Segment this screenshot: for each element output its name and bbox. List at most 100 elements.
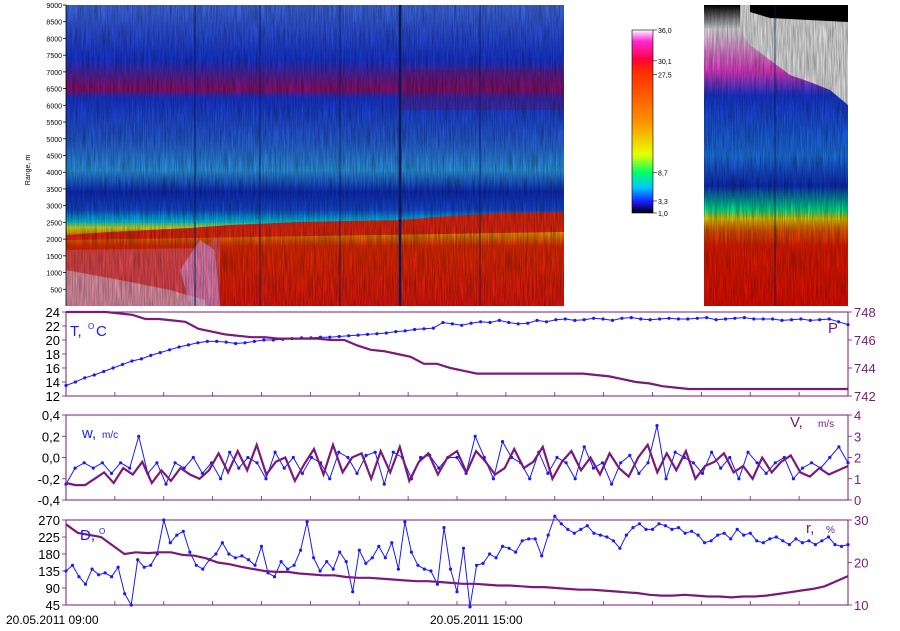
data-point <box>799 317 803 321</box>
data-point <box>761 317 765 321</box>
left-y-tick-label: 0,2 <box>42 429 60 444</box>
data-point <box>357 548 361 552</box>
data-point <box>667 316 671 320</box>
data-point <box>683 531 687 535</box>
data-point <box>592 531 596 535</box>
colorbar-label: 30,1 <box>658 59 672 66</box>
data-point <box>237 466 241 470</box>
horizontal-wind-unit: m/s <box>818 419 834 430</box>
data-point <box>520 539 524 543</box>
data-point <box>413 327 417 332</box>
series-line-right <box>65 441 849 487</box>
data-point <box>173 461 177 465</box>
data-point <box>373 450 377 454</box>
data-point <box>572 531 576 535</box>
data-point <box>544 320 549 324</box>
data-point <box>70 563 75 567</box>
data-point <box>709 539 713 543</box>
data-point <box>729 537 733 541</box>
data-point <box>155 461 159 465</box>
data-point <box>719 466 723 470</box>
data-point <box>191 455 195 460</box>
panel-vertical-horizontal-wind: 0,4 0,2 0,0 -0,2 -0,4 4 3 2 1 0 <box>38 408 862 508</box>
data-point <box>403 329 407 333</box>
lidar-y-tick-label: 1000 <box>46 271 62 278</box>
data-point <box>818 318 822 322</box>
right-y-tick-label: 4 <box>854 408 861 423</box>
data-point <box>331 567 335 571</box>
series-line-right <box>65 523 849 599</box>
left-y-tick-label: 45 <box>46 598 60 613</box>
lidar-y-tick-label: 6000 <box>46 103 62 110</box>
data-point <box>655 424 659 428</box>
data-point <box>564 461 568 465</box>
data-point <box>507 320 511 325</box>
data-point <box>390 541 394 545</box>
data-point <box>196 341 200 345</box>
data-point <box>573 318 577 322</box>
data-point <box>703 541 707 545</box>
lidar-y-tick-label: 8500 <box>46 20 62 27</box>
data-point <box>491 477 495 481</box>
data-point <box>291 455 295 460</box>
right-y-tick-label: 2 <box>854 451 861 466</box>
panel-frame <box>65 311 849 397</box>
data-point <box>137 434 141 438</box>
data-point <box>455 590 459 594</box>
data-point <box>403 520 407 524</box>
data-point <box>658 317 662 321</box>
data-point <box>579 527 583 532</box>
data-point <box>527 537 531 541</box>
lidar-y-axis: 9000 8500 8000 7500 7000 6500 6000 5500 5000 4500… <box>46 3 67 306</box>
data-point <box>177 345 181 349</box>
data-point <box>273 450 277 454</box>
data-point <box>629 316 633 320</box>
data-point <box>690 529 694 533</box>
right-y-tick-label: 3 <box>854 429 861 444</box>
data-point <box>91 466 95 470</box>
data-point <box>733 316 737 320</box>
data-point <box>601 317 605 321</box>
data-point <box>351 590 355 594</box>
data-point <box>370 556 374 560</box>
data-point <box>246 558 251 562</box>
data-point <box>768 537 772 541</box>
data-point <box>808 318 812 322</box>
data-point <box>111 366 115 370</box>
data-point <box>279 560 283 564</box>
data-point <box>394 330 398 334</box>
data-point <box>673 450 677 454</box>
data-point <box>479 320 483 324</box>
left-y-tick-label: 135 <box>38 564 60 579</box>
lidar-y-tick-label: 9000 <box>46 3 62 10</box>
data-point <box>264 477 268 481</box>
data-point <box>292 563 296 567</box>
data-point <box>528 477 532 481</box>
data-point <box>559 522 563 526</box>
data-point <box>585 524 589 528</box>
data-point <box>347 334 351 338</box>
data-point <box>620 316 624 320</box>
data-point <box>139 357 143 361</box>
data-point <box>382 482 386 486</box>
data-point <box>168 541 172 545</box>
data-point <box>450 322 454 326</box>
data-point <box>742 533 746 537</box>
data-point <box>742 316 747 320</box>
humidity-unit: % <box>826 525 835 536</box>
data-point <box>469 321 473 325</box>
data-point <box>312 556 316 560</box>
data-point <box>664 477 668 481</box>
lidar-y-tick-label: 1500 <box>46 254 62 261</box>
data-point <box>695 316 699 320</box>
data-point <box>761 541 765 545</box>
data-point <box>309 455 314 460</box>
data-point <box>383 556 387 560</box>
data-point <box>566 527 570 532</box>
data-point <box>364 561 368 566</box>
data-point <box>110 575 114 579</box>
data-point <box>619 461 623 465</box>
data-point <box>119 461 123 465</box>
data-point <box>109 471 114 475</box>
data-point <box>827 317 831 321</box>
